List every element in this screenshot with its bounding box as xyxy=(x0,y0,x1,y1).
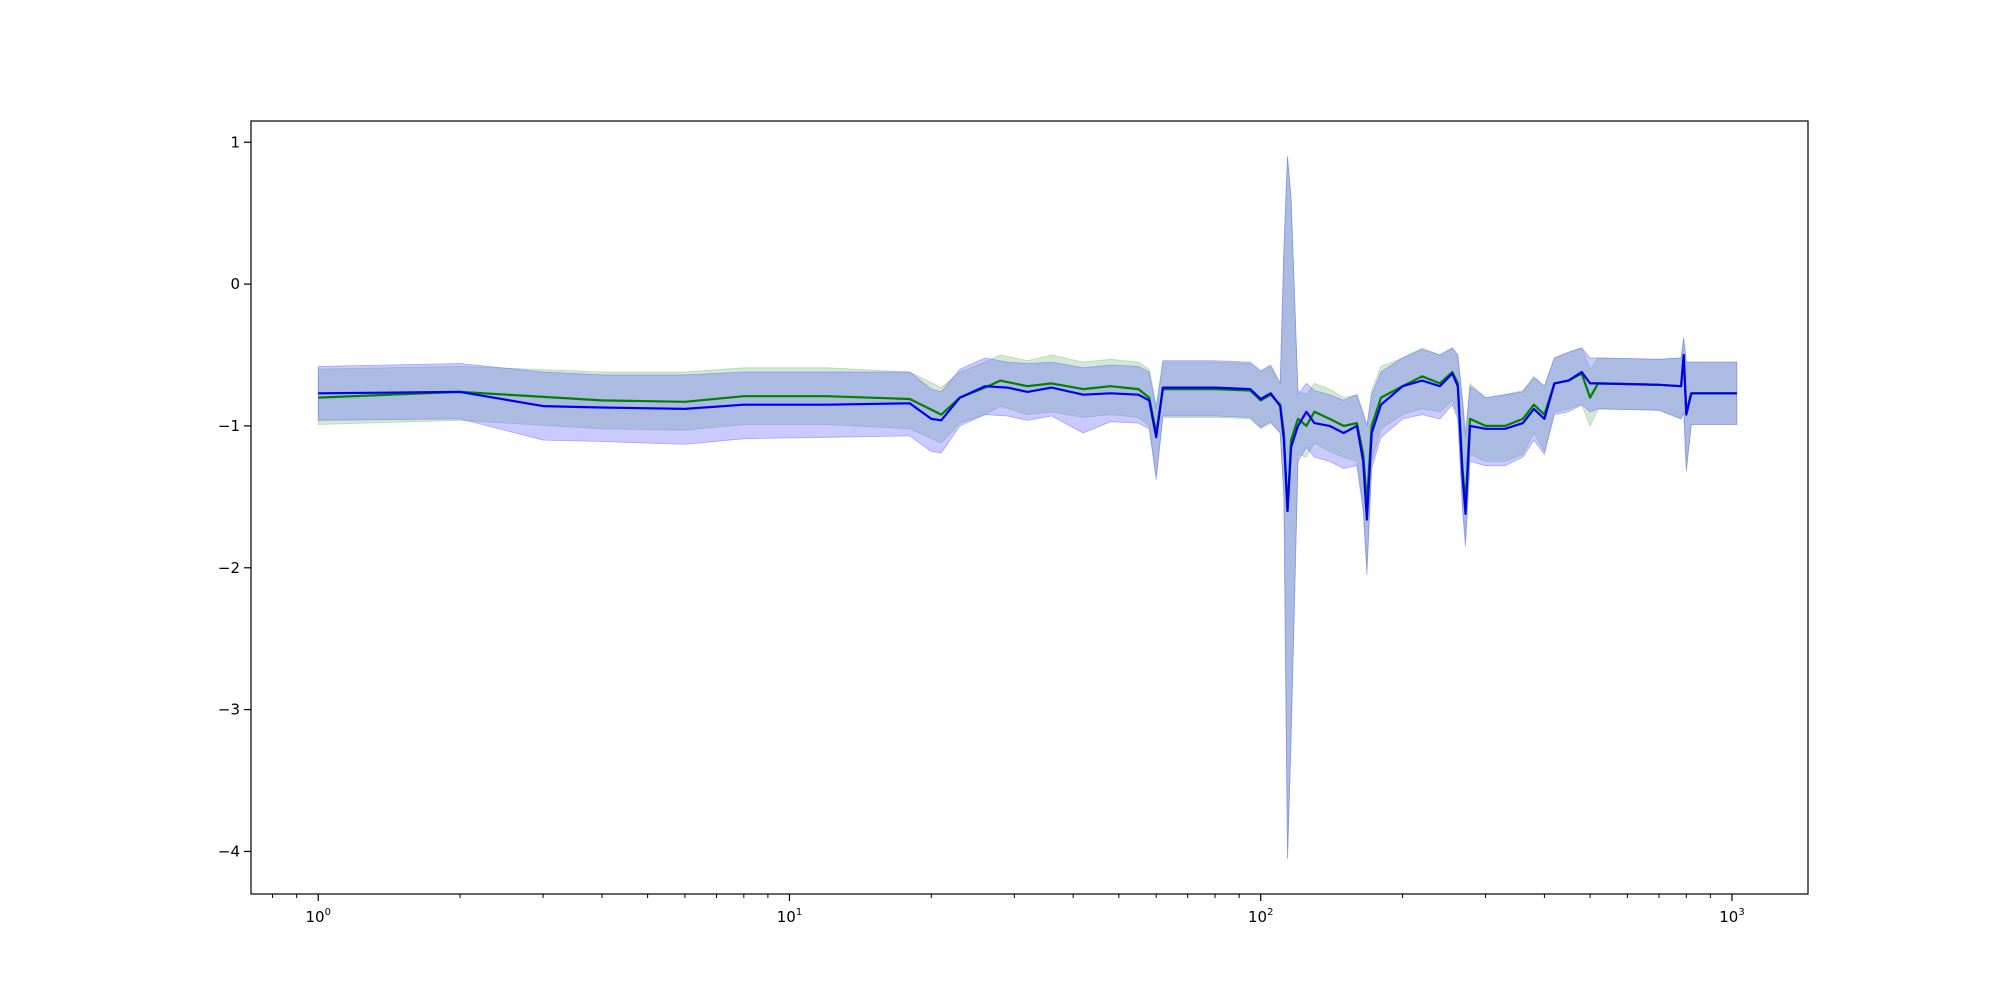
confidence-bands xyxy=(317,156,1738,859)
series-2-band xyxy=(317,156,1738,859)
y-axis: 1 0 −1 −2 −3 −4 xyxy=(218,133,251,860)
x-tick-label: 103 xyxy=(1719,907,1744,926)
series-2-line xyxy=(318,353,1737,521)
x-tick-label: 102 xyxy=(1248,907,1273,926)
x-tick-exponent: 1 xyxy=(796,907,802,918)
y-tick-label: −3 xyxy=(218,701,240,719)
y-tick-label: 0 xyxy=(230,275,240,293)
plot-frame xyxy=(250,120,1809,895)
x-tick-label: 101 xyxy=(777,907,802,926)
x-tick-exponent: 2 xyxy=(1267,907,1273,918)
x-tick-exponent: 0 xyxy=(325,907,331,918)
x-axis: 100 101 102 103 xyxy=(272,894,1745,926)
series-lines xyxy=(318,353,1737,521)
y-tick-label: 1 xyxy=(230,133,240,151)
x-tick-base: 10 xyxy=(777,908,796,926)
x-tick-exponent: 3 xyxy=(1738,907,1744,918)
x-tick-base: 10 xyxy=(305,908,324,926)
y-tick-label: −4 xyxy=(218,842,240,860)
y-tick-label: −1 xyxy=(218,417,240,435)
y-tick-label: −2 xyxy=(218,559,240,577)
x-tick-base: 10 xyxy=(1719,908,1738,926)
x-tick-label: 100 xyxy=(305,907,330,926)
x-tick-base: 10 xyxy=(1248,908,1267,926)
